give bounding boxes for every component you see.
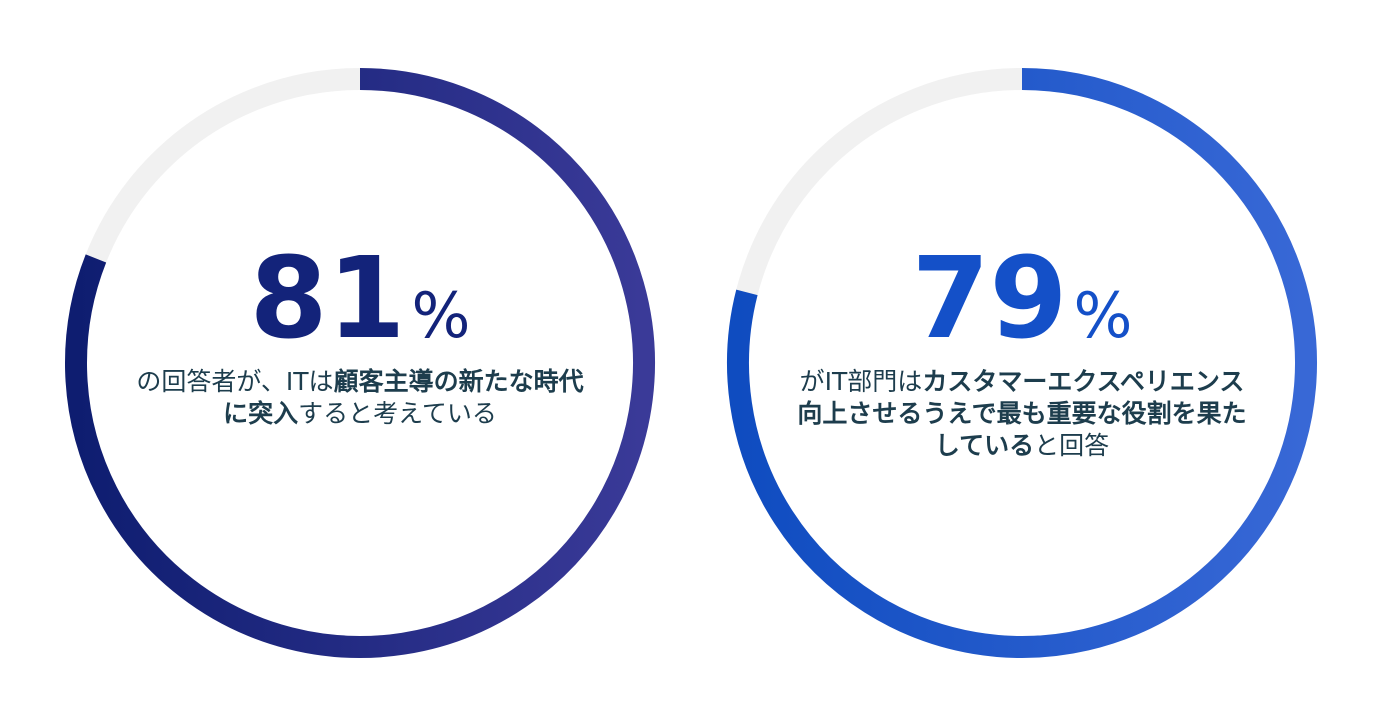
caption-text: 向上させるうえで最も重要な役割を果た xyxy=(797,399,1246,428)
number-unit: % xyxy=(1073,279,1132,352)
caption-line: に突入すると考えている xyxy=(223,399,497,428)
caption-text: すると考えている xyxy=(298,399,497,428)
caption-text: に突入 xyxy=(223,399,298,428)
caption-text: の回答者が、ITは xyxy=(136,367,333,396)
number-unit: % xyxy=(411,279,470,352)
caption-line: の回答者が、ITは顧客主導の新たな時代 xyxy=(136,367,583,396)
caption-text: と回答 xyxy=(1034,431,1109,460)
number-value: 81 xyxy=(250,234,406,364)
caption-text: がIT部門は xyxy=(800,367,923,396)
donut-arc xyxy=(727,68,1317,658)
caption-line: がIT部門はカスタマーエクスペリエンス xyxy=(800,367,1245,396)
donut-arc xyxy=(65,68,655,658)
caption-line: 向上させるうえで最も重要な役割を果た xyxy=(797,399,1246,428)
caption-text: している xyxy=(935,431,1034,460)
caption-line: していると回答 xyxy=(935,431,1109,460)
number-value: 79 xyxy=(912,234,1068,364)
caption-text: 顧客主導の新たな時代 xyxy=(334,367,584,396)
big-number: 79% xyxy=(912,234,1133,364)
big-number: 81% xyxy=(250,234,471,364)
caption-text: カスタマーエクスペリエンス xyxy=(922,367,1244,396)
